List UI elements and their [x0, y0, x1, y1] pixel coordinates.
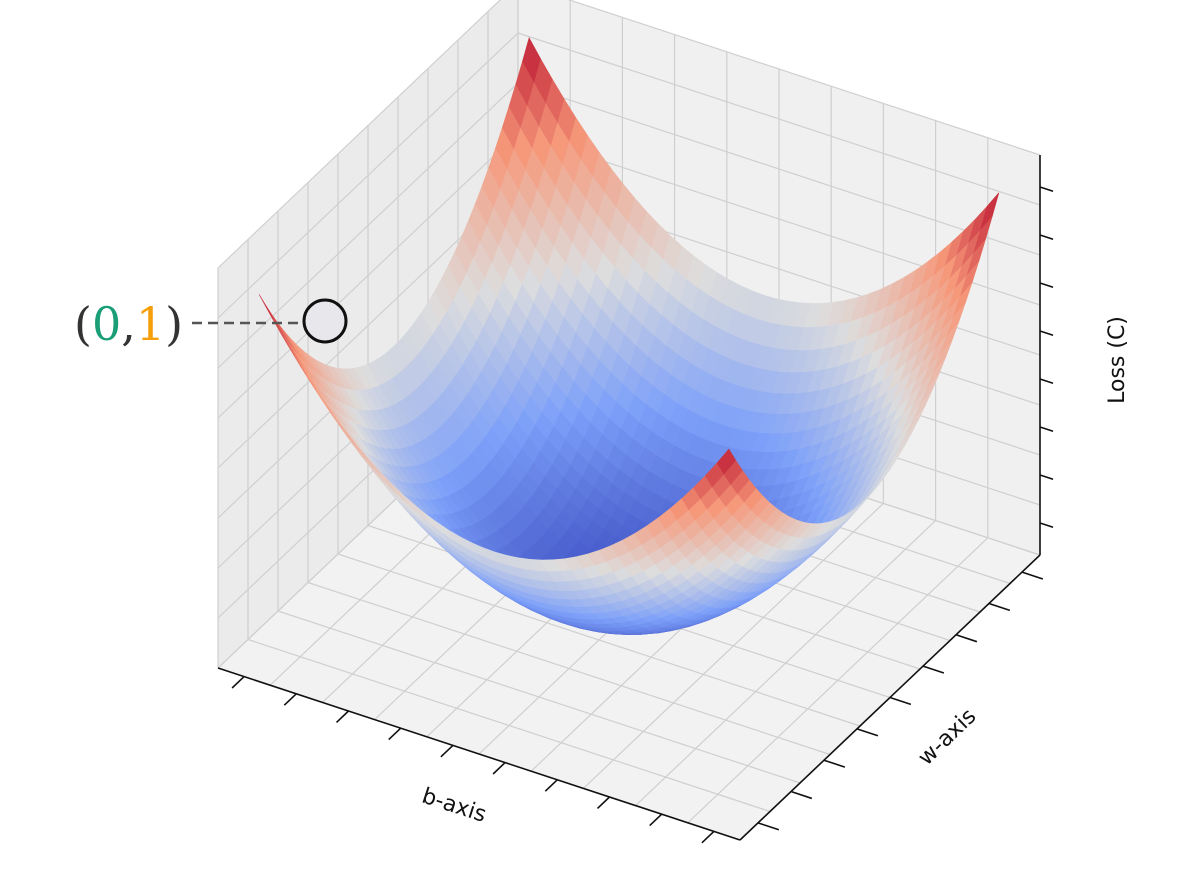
axes	[217, 155, 1054, 844]
surface	[258, 37, 1000, 635]
x-axis-label: b-axis	[419, 784, 489, 828]
axis-line	[922, 665, 945, 674]
annotation: (0,1)	[74, 297, 183, 351]
axis-line	[1039, 234, 1054, 241]
grid-line	[517, 82, 1041, 256]
grid-line	[687, 537, 989, 824]
axis-line	[544, 779, 558, 792]
grid-line	[217, 132, 519, 419]
axis-line	[596, 796, 611, 809]
grid-line	[567, 0, 1041, 156]
annotation-part: ,	[121, 297, 136, 351]
axis-line	[790, 790, 813, 800]
axis-line	[1039, 426, 1054, 433]
axis-line	[492, 762, 506, 775]
axis-line	[335, 710, 350, 723]
annotation-part: (	[74, 297, 92, 351]
axis-line	[955, 634, 978, 643]
y-axis-label: w-axis	[914, 704, 982, 771]
axis-line	[388, 727, 402, 741]
grid-line	[217, 32, 519, 319]
grid-line	[635, 520, 937, 807]
z-axis-label: Loss (C)	[1105, 316, 1130, 404]
grid-line	[517, 32, 1041, 206]
axis-line	[1039, 282, 1054, 289]
axis-line	[856, 728, 879, 737]
annotation-part: )	[165, 297, 183, 351]
axis-line	[823, 759, 846, 768]
grid-line	[217, 0, 501, 269]
axis-line	[217, 667, 741, 841]
axis-line	[1039, 186, 1054, 193]
axis-line	[701, 830, 715, 844]
axis-line	[757, 822, 780, 831]
axis-line	[1039, 522, 1054, 529]
axis-line	[1039, 378, 1054, 385]
grid-line	[582, 502, 884, 789]
axis-line	[889, 696, 912, 706]
annotation-part: 1	[136, 297, 165, 351]
grid-line	[217, 82, 519, 369]
axis-line	[1021, 571, 1044, 580]
axis-line	[231, 676, 245, 689]
axis-line	[440, 744, 454, 758]
axis-line	[1039, 330, 1054, 337]
surface-patch	[716, 448, 737, 475]
axis-line	[1039, 474, 1054, 481]
axis-line	[649, 813, 663, 827]
axis-line	[988, 602, 1011, 612]
annotation-part: 0	[92, 297, 121, 351]
axis-line	[283, 693, 297, 706]
annotation-point	[302, 298, 348, 344]
